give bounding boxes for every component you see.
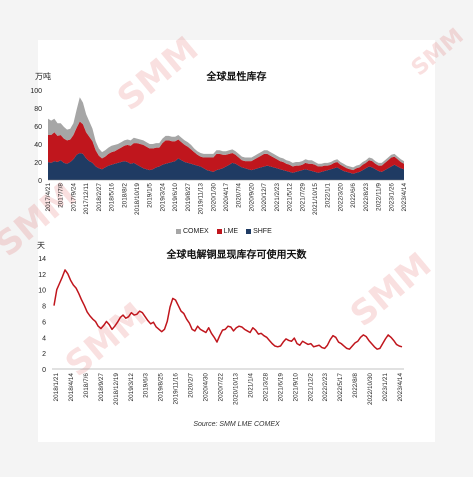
legend-item-shfe: SHFE bbox=[246, 228, 272, 235]
chart1-xtick-label: 2020/1/30 bbox=[210, 183, 217, 212]
chart2-xtick-label: 2020/7/22 bbox=[218, 373, 225, 402]
chart2-xtick-label: 2023/1/21 bbox=[382, 373, 389, 402]
chart1-xtick-label: 2019/11/13 bbox=[198, 183, 205, 215]
chart1-ytick-label: 80 bbox=[34, 106, 42, 113]
chart1-xtick-label: 2021/2/23 bbox=[274, 183, 281, 212]
chart1-series-lme bbox=[48, 121, 404, 174]
chart2-xtick-label: 2022/10/30 bbox=[367, 373, 374, 405]
chart2-ytick-label: 8 bbox=[42, 304, 46, 311]
chart2-xtick-label: 2021/6/19 bbox=[277, 373, 284, 402]
legend-label: LME bbox=[223, 228, 239, 235]
chart2-ytick-label: 0 bbox=[42, 367, 46, 374]
chart1-xtick-label: 2023/4/14 bbox=[401, 183, 408, 212]
chart1-unit: 万吨 bbox=[35, 72, 51, 81]
chart2-xtick-label: 2019/8/25 bbox=[158, 373, 165, 402]
chart2-xtick-label: 2020/10/13 bbox=[232, 373, 239, 405]
chart2-ytick-label: 6 bbox=[42, 319, 46, 326]
chart1-title: 全球显性库存 bbox=[206, 72, 267, 83]
chart1-ytick-label: 100 bbox=[30, 88, 42, 95]
chart2-xtick-label: 2019/11/16 bbox=[173, 373, 180, 405]
legend-swatch bbox=[176, 229, 181, 234]
chart1-xtick-label: 2022/11/9 bbox=[376, 183, 383, 211]
chart1-ytick-label: 40 bbox=[34, 142, 42, 149]
chart1-xtick-label: 2019/8/27 bbox=[185, 183, 192, 212]
chart1-ytick-label: 0 bbox=[38, 178, 42, 185]
chart1-xtick-label: 2022/1/1 bbox=[325, 183, 332, 208]
legend-item-lme: LME bbox=[216, 228, 239, 235]
legend-swatch bbox=[216, 229, 222, 234]
chart1-xtick-label: 2022/6/6 bbox=[350, 183, 357, 208]
chart2-xtick-label: 2019/6/3 bbox=[143, 373, 150, 398]
chart1-xtick-label: 2021/7/29 bbox=[299, 183, 306, 212]
chart1-xtick-label: 2018/10/19 bbox=[134, 183, 141, 215]
chart2-xtick-label: 2020/2/7 bbox=[188, 373, 195, 398]
chart1-xtick-label: 2022/3/20 bbox=[337, 183, 344, 212]
chart2-xtick-label: 2022/8/8 bbox=[352, 373, 359, 398]
legend-label: SHFE bbox=[253, 228, 272, 235]
chart2-series-line bbox=[53, 269, 403, 350]
legend-item-comex: COMEX bbox=[176, 228, 209, 235]
chart1-xtick-label: 2019/3/24 bbox=[159, 183, 166, 212]
chart1-xtick-label: 2020/7/4 bbox=[236, 183, 243, 208]
chart2-xtick-label: 2018/1/21 bbox=[53, 373, 60, 402]
chart2-ytick-label: 10 bbox=[38, 288, 46, 295]
chart1-xtick-label: 2022/8/23 bbox=[363, 183, 370, 212]
chart2-ytick-label: 14 bbox=[38, 256, 46, 263]
chart2-xtick-label: 2021/3/28 bbox=[262, 373, 269, 402]
chart2-xtick-label: 2021/1/4 bbox=[247, 373, 254, 398]
chart1-legend: COMEX LME SHFE bbox=[176, 228, 272, 235]
chart1-xtick-label: 2017/9/24 bbox=[70, 183, 77, 212]
chart2-title: 全球电解铜显现库存可使用天数 bbox=[166, 250, 307, 261]
chart2-xtick-label: 2021/9/10 bbox=[292, 373, 299, 402]
chart1-xtick-label: 2017/12/11 bbox=[83, 183, 90, 215]
chart2-ytick-label: 2 bbox=[42, 351, 46, 358]
chart1-xtick-label: 2018/8/2 bbox=[121, 183, 128, 208]
chart1-xtick-label: 2020/12/7 bbox=[261, 183, 268, 212]
chart1-xtick-label: 2021/5/12 bbox=[287, 183, 294, 212]
chart2-xtick-label: 2023/4/14 bbox=[397, 373, 404, 402]
legend-label: COMEX bbox=[183, 228, 209, 235]
chart2-xtick-label: 2022/5/17 bbox=[337, 373, 344, 402]
chart2-ytick-label: 12 bbox=[38, 272, 46, 279]
chart2-xtick-label: 2021/12/2 bbox=[307, 373, 314, 402]
chart1-xtick-label: 2019/1/5 bbox=[147, 183, 154, 208]
chart1-xtick-label: 2023/1/26 bbox=[388, 183, 395, 212]
chart2-xtick-label: 2020/4/30 bbox=[203, 373, 210, 402]
chart2-xtick-label: 2018/9/27 bbox=[98, 373, 105, 402]
chart1-xtick-label: 2017/4/21 bbox=[45, 183, 52, 212]
chart2-xtick-label: 2019/3/12 bbox=[128, 373, 135, 402]
source-note: Source: SMM LME COMEX bbox=[193, 421, 280, 428]
chart2-xtick-label: 2022/2/23 bbox=[322, 373, 329, 402]
legend-swatch bbox=[246, 229, 252, 234]
chart1-xtick-label: 2017/7/8 bbox=[58, 183, 65, 208]
chart1-xtick-label: 2020/4/17 bbox=[223, 183, 230, 212]
chart2-xtick-label: 2018/12/19 bbox=[113, 373, 120, 405]
chart-card bbox=[38, 40, 435, 442]
chart2-xtick-label: 2018/4/14 bbox=[68, 373, 75, 402]
chart2-ytick-label: 4 bbox=[42, 335, 46, 342]
chart1-xtick-label: 2018/2/27 bbox=[96, 183, 103, 212]
chart1-ytick-label: 20 bbox=[34, 160, 42, 167]
chart2-unit: 天 bbox=[37, 241, 45, 250]
chart1-xtick-label: 2019/6/10 bbox=[172, 183, 179, 212]
chart1-ytick-label: 60 bbox=[34, 124, 42, 131]
chart2-xtick-label: 2018/7/6 bbox=[83, 373, 90, 398]
chart1-xtick-label: 2020/9/20 bbox=[248, 183, 255, 212]
chart1-xtick-label: 2021/10/15 bbox=[312, 183, 319, 215]
chart1-xtick-label: 2018/5/16 bbox=[109, 183, 116, 212]
